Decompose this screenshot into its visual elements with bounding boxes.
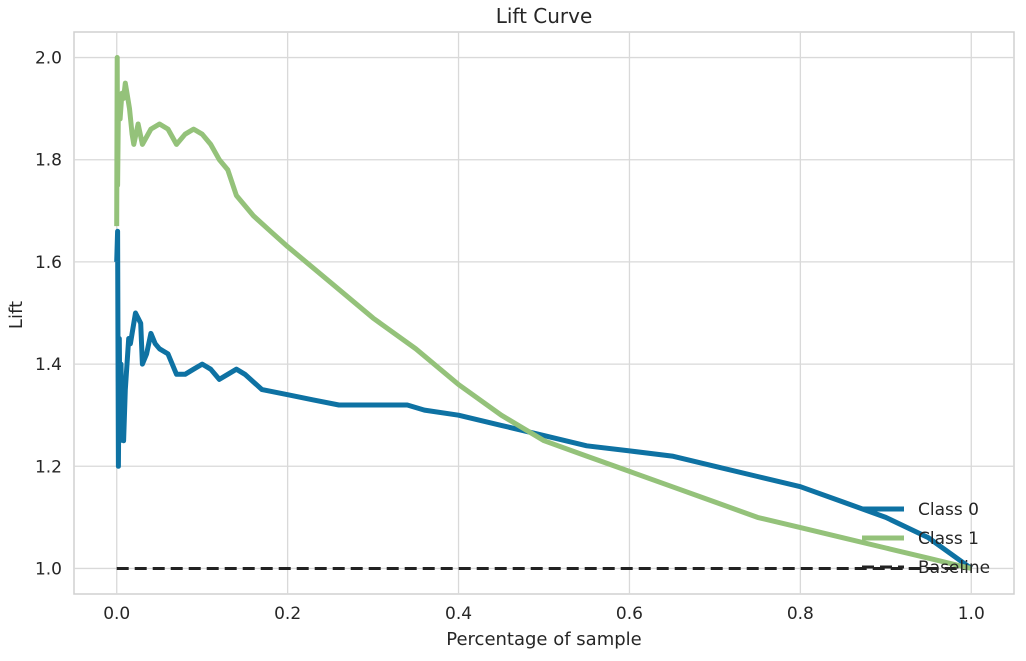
y-tick-label: 1.8 <box>35 151 62 171</box>
legend-label: Class 1 <box>918 529 979 549</box>
legend-label: Class 0 <box>918 500 979 520</box>
x-axis-label: Percentage of sample <box>446 629 642 650</box>
chart-title: Lift Curve <box>496 4 593 28</box>
x-tick-label: 0.2 <box>274 604 301 624</box>
x-tick-label: 0.0 <box>103 604 130 624</box>
x-tick-label: 0.8 <box>787 604 814 624</box>
y-tick-label: 1.2 <box>35 457 62 477</box>
y-tick-label: 1.4 <box>35 355 62 375</box>
y-tick-label: 1.0 <box>35 559 62 579</box>
ticks: 0.0 0.2 0.4 0.6 0.8 1.0 1.0 1.2 1.4 1.6 1.8 2.0 <box>35 49 985 624</box>
series-layer <box>114 55 973 571</box>
x-tick-label: 0.6 <box>616 604 643 624</box>
legend-label: Baseline <box>918 558 990 578</box>
plot-area <box>73 31 1015 595</box>
y-tick-label: 2.0 <box>35 49 62 69</box>
legend: Class 0 Class 1 Baseline <box>862 500 990 578</box>
y-axis-label: Lift <box>6 301 27 329</box>
series-line-class-0 <box>114 228 973 571</box>
x-tick-label: 0.4 <box>445 604 472 624</box>
y-tick-label: 1.6 <box>35 253 62 273</box>
series-line-class-1 <box>114 55 972 571</box>
x-tick-label: 1.0 <box>958 604 985 624</box>
